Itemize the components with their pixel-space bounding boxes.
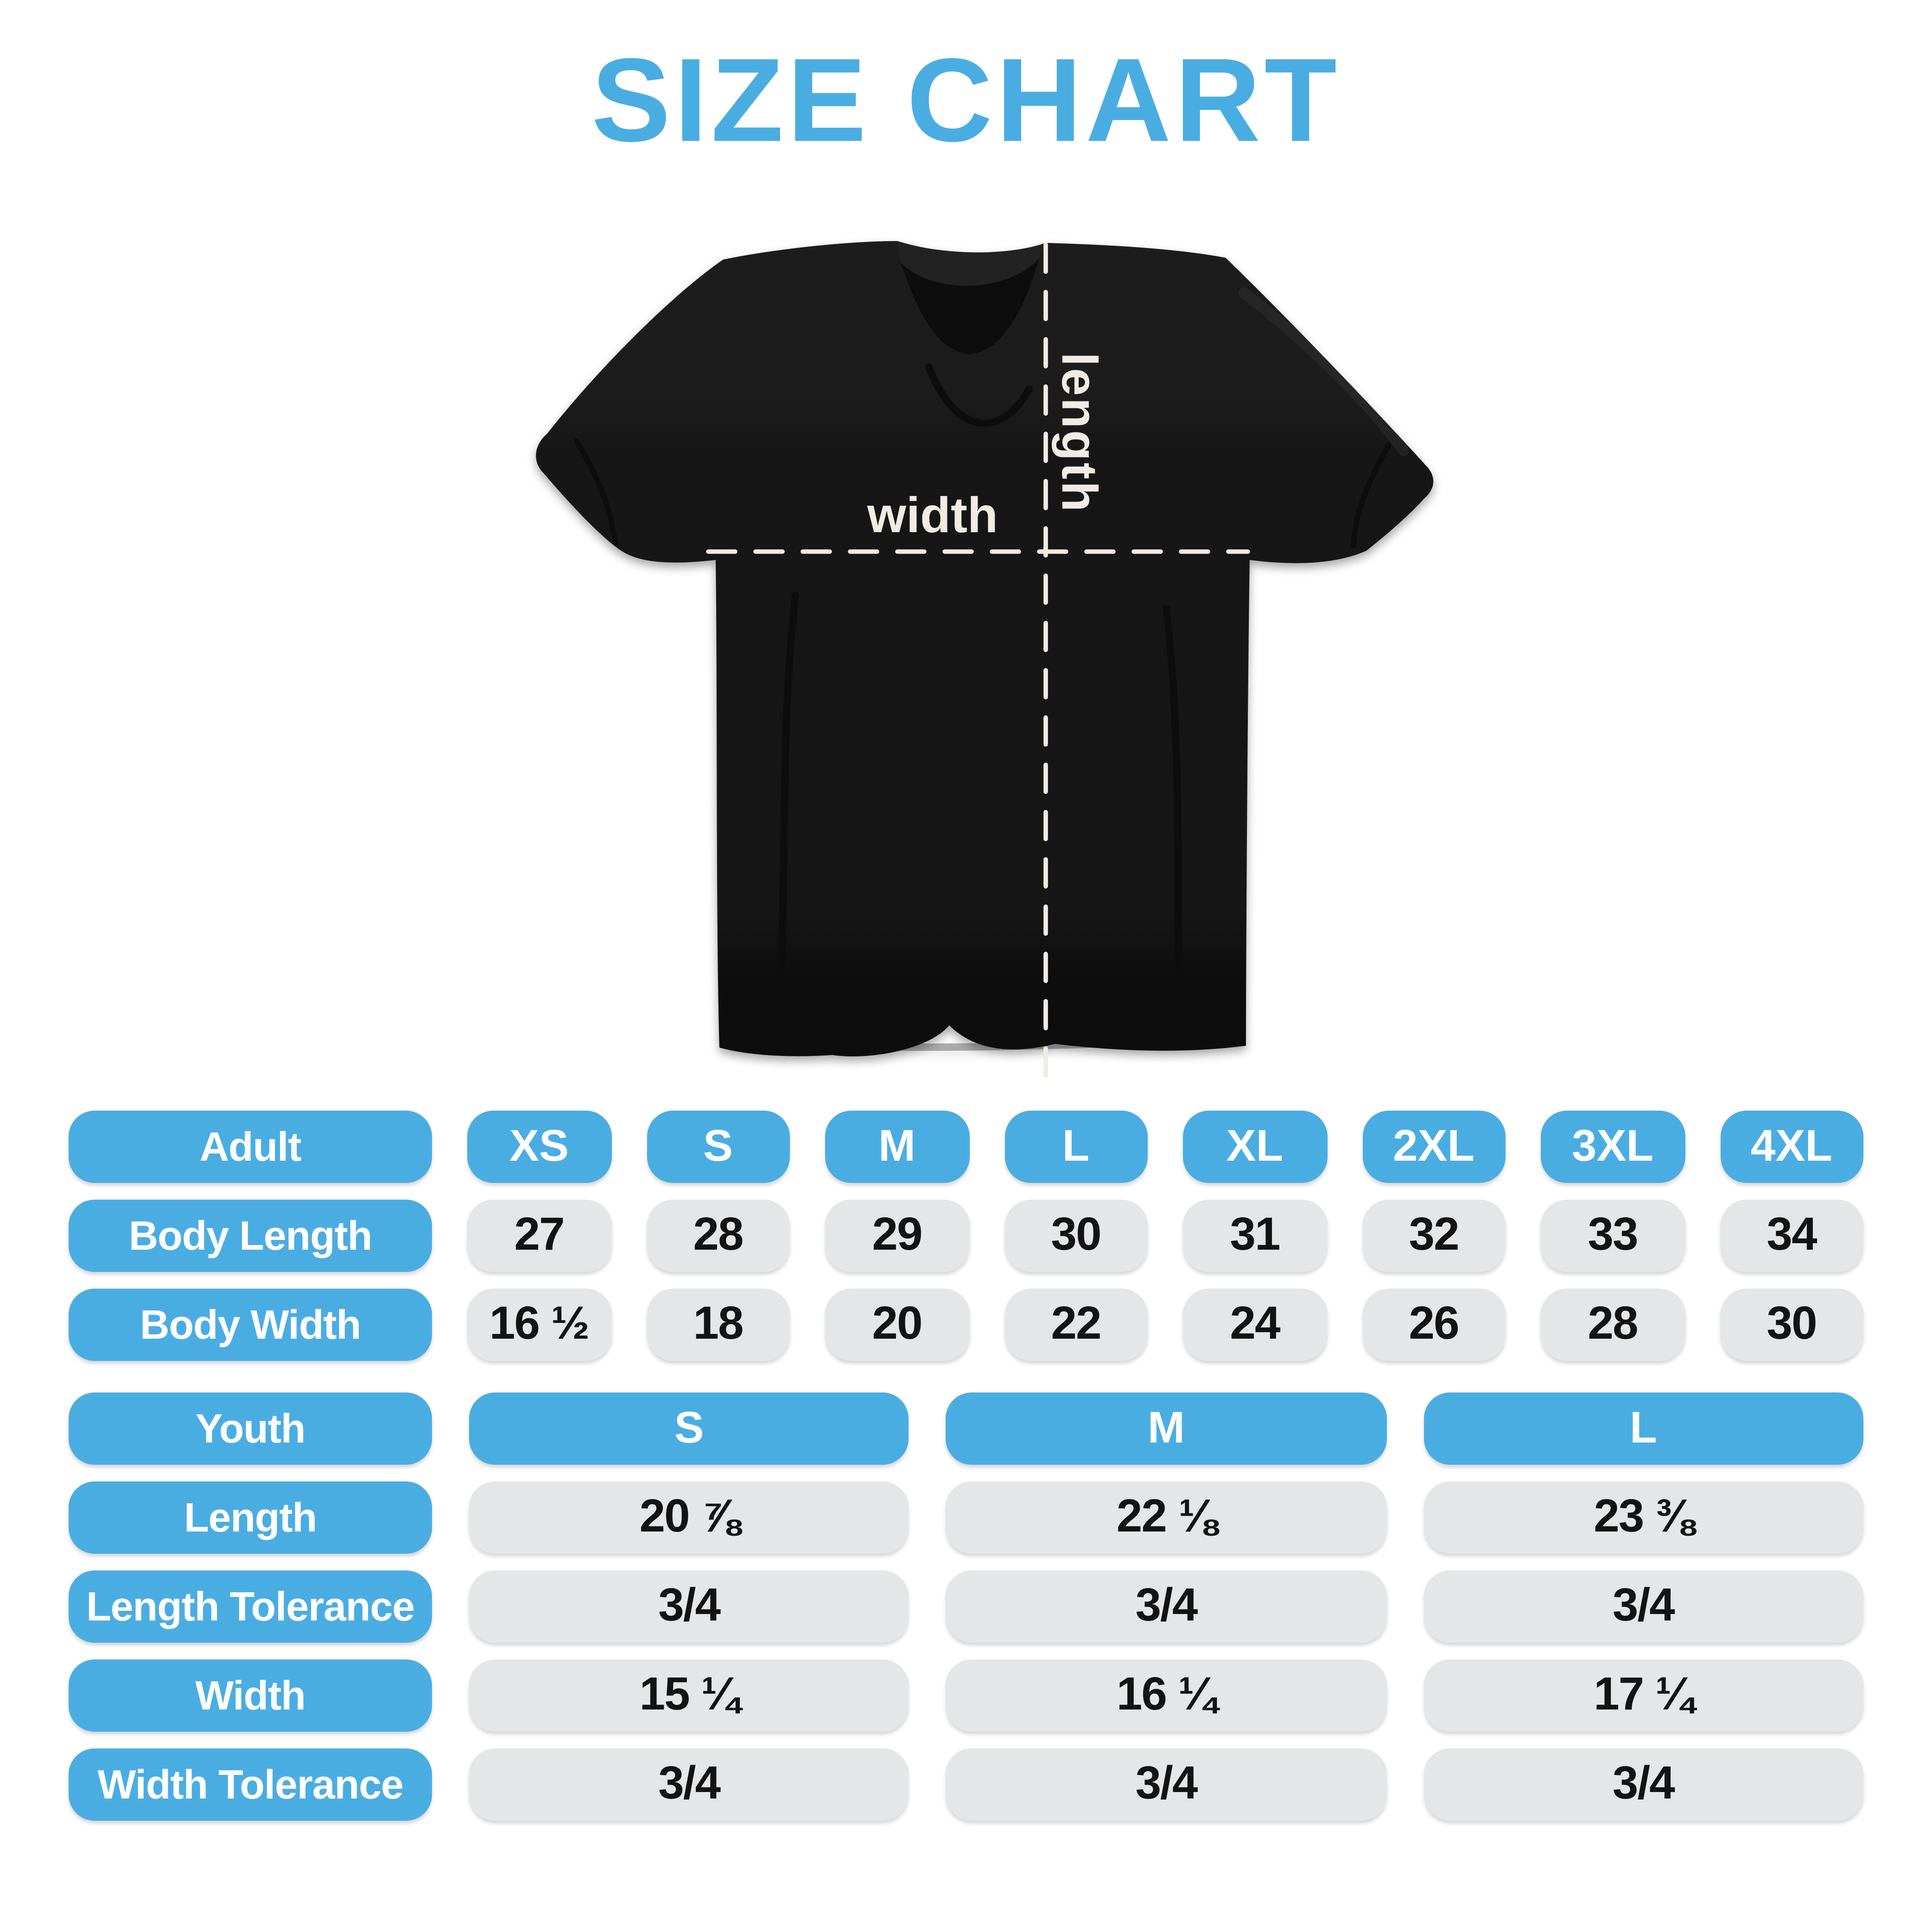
value-cell: 29: [825, 1200, 969, 1272]
value-cell: 22: [1004, 1289, 1148, 1361]
value-cell: 3/4: [946, 1570, 1386, 1643]
value-cell: 17 ¼: [1423, 1659, 1863, 1732]
youth-size-header: L: [1423, 1392, 1863, 1465]
value-cell: 24: [1183, 1289, 1327, 1361]
adult-size-header: 4XL: [1720, 1111, 1863, 1183]
value-cell: 20: [825, 1289, 969, 1361]
row-label-length-tolerance: Length Tolerance: [69, 1570, 432, 1643]
row-label-body-width: Body Width: [69, 1289, 432, 1361]
value-cell: 3/4: [946, 1748, 1386, 1821]
adult-size-header: XL: [1183, 1111, 1327, 1183]
adult-size-header: S: [646, 1111, 790, 1183]
youth-size-header: S: [469, 1392, 909, 1465]
value-cell: 16 ¼: [946, 1659, 1386, 1732]
collar-band: [897, 241, 1046, 286]
value-cell: 20 ⅞: [469, 1481, 909, 1554]
value-cell: 22 ⅛: [946, 1481, 1386, 1554]
value-cell: 3/4: [1423, 1748, 1863, 1821]
value-cell: 32: [1362, 1200, 1506, 1272]
value-cell: 18: [646, 1289, 790, 1361]
adult-size-header: XS: [467, 1111, 611, 1183]
value-cell: 28: [646, 1200, 790, 1272]
value-cell: 26: [1362, 1289, 1506, 1361]
adult-size-header: L: [1004, 1111, 1148, 1183]
adult-size-header: 3XL: [1541, 1111, 1684, 1183]
adult-size-header: 2XL: [1362, 1111, 1506, 1183]
row-label-length: Length: [69, 1481, 432, 1554]
value-cell: 16 ½: [467, 1289, 611, 1361]
measurement-guides: width length: [706, 242, 1250, 1085]
page-title: SIZE CHART: [591, 33, 1341, 167]
width-label: width: [867, 487, 998, 543]
value-cell: 28: [1541, 1289, 1684, 1361]
value-cell: 30: [1720, 1289, 1863, 1361]
row-label-body-length: Body Length: [69, 1200, 432, 1272]
value-cell: 33: [1541, 1200, 1684, 1272]
tshirt-diagram: width length: [536, 241, 1434, 1085]
adult-size-header: M: [825, 1111, 969, 1183]
wrinkle-shading: [574, 287, 1409, 1051]
row-label-width-tolerance: Width Tolerance: [69, 1748, 432, 1821]
neck-opening: [901, 260, 1038, 354]
value-cell: 23 ⅜: [1423, 1481, 1863, 1554]
value-cell: 3/4: [469, 1570, 909, 1643]
value-cell: 30: [1004, 1200, 1148, 1272]
adult-header-label: Adult: [69, 1111, 432, 1183]
value-cell: 31: [1183, 1200, 1327, 1272]
tshirt-graphic: [536, 241, 1434, 1057]
value-cell: 3/4: [469, 1748, 909, 1821]
adult-size-table: Adult XS S M L XL 2XL 3XL 4XL Body Lengt…: [69, 1111, 1863, 1361]
length-label: length: [1052, 352, 1108, 514]
youth-size-header: M: [946, 1392, 1386, 1465]
value-cell: 3/4: [1423, 1570, 1863, 1643]
row-label-width: Width: [69, 1659, 432, 1732]
value-cell: 15 ¼: [469, 1659, 909, 1732]
value-cell: 27: [467, 1200, 611, 1272]
youth-size-table: Youth S M L Length 20 ⅞ 22 ⅛ 23 ⅜ Length…: [69, 1392, 1863, 1821]
youth-header-label: Youth: [69, 1392, 432, 1465]
value-cell: 34: [1720, 1200, 1863, 1272]
